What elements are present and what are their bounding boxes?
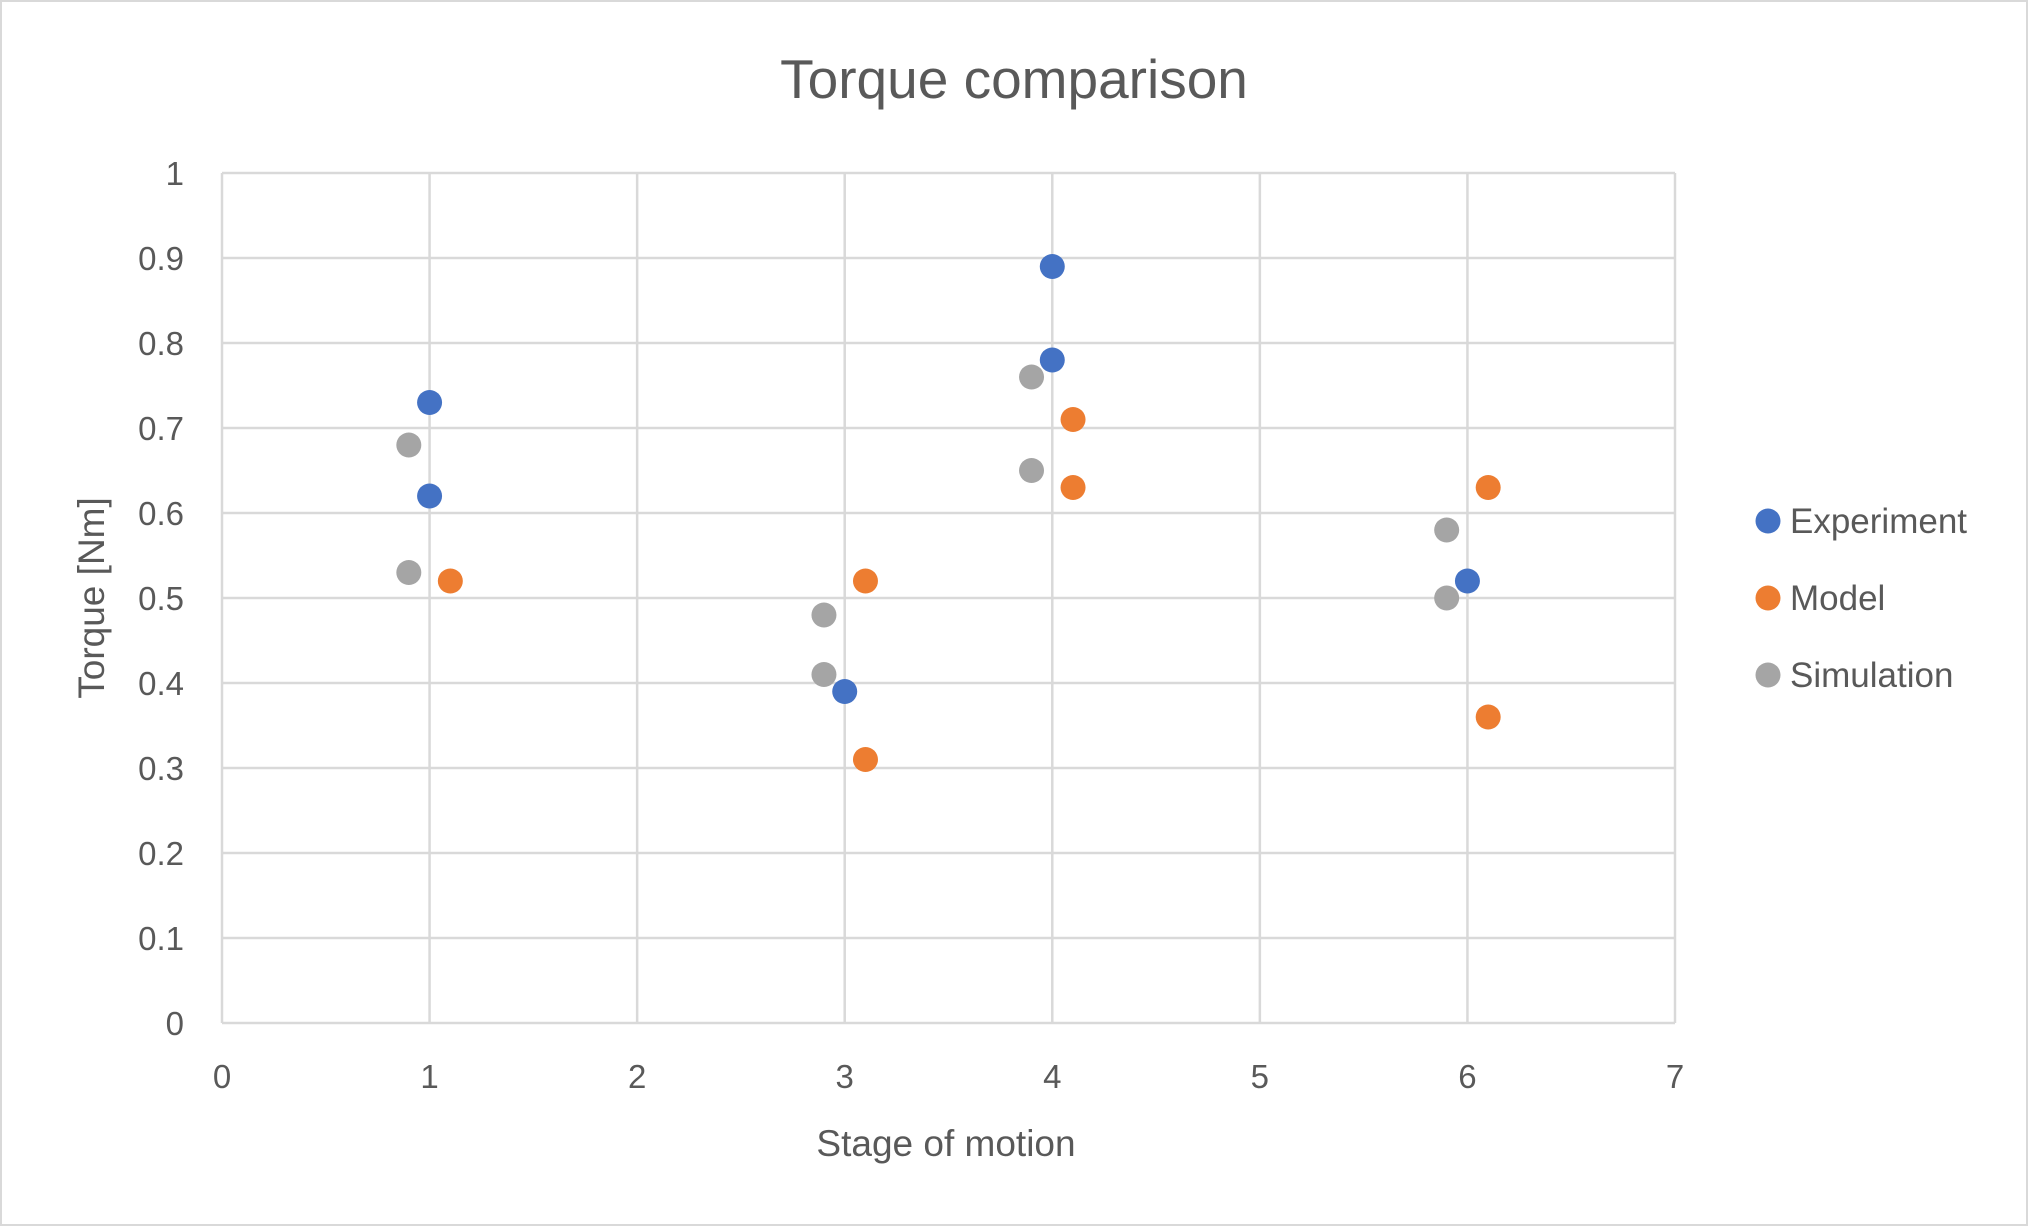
y-tick-label: 0.7	[138, 410, 184, 447]
data-point	[1060, 475, 1086, 500]
data-point	[852, 568, 878, 594]
x-tick-label: 2	[628, 1058, 646, 1095]
data-point	[811, 602, 837, 628]
x-axis-ticks: 0 1 2 3 4 5 6 7	[213, 1058, 1684, 1095]
series-simulation	[396, 364, 1460, 687]
y-tick-label: 0.8	[138, 325, 184, 362]
data-point	[811, 662, 837, 687]
x-axis-title: Stage of motion	[816, 1123, 1075, 1164]
legend-item: Simulation	[1755, 656, 1953, 695]
legend-label: Model	[1790, 579, 1885, 618]
data-point	[852, 747, 878, 772]
data-point	[437, 568, 463, 594]
data-point	[1039, 347, 1065, 373]
legend-marker	[1755, 662, 1781, 688]
x-tick-label: 3	[836, 1058, 854, 1095]
legend-label: Simulation	[1790, 656, 1953, 695]
y-tick-label: 0	[166, 1005, 184, 1042]
y-tick-label: 0.1	[138, 920, 184, 957]
y-tick-label: 0.3	[138, 750, 184, 787]
data-point	[1039, 254, 1065, 279]
data-points	[396, 254, 1501, 772]
data-point	[1019, 458, 1045, 483]
data-point	[1475, 475, 1501, 500]
data-point	[396, 560, 422, 585]
data-point	[1434, 517, 1460, 543]
x-tick-label: 6	[1458, 1058, 1476, 1095]
legend-marker	[1755, 585, 1781, 611]
data-point	[396, 432, 422, 458]
data-point	[1060, 407, 1086, 432]
data-point	[1454, 568, 1480, 594]
y-tick-label: 0.9	[138, 240, 184, 277]
data-point	[1475, 704, 1501, 730]
x-tick-label: 4	[1043, 1058, 1061, 1095]
y-tick-label: 0.2	[138, 835, 184, 872]
y-axis-ticks: 0 0.1 0.2 0.3 0.4 0.5 0.6 0.7 0.8 0.9 1	[138, 155, 184, 1042]
x-tick-label: 0	[213, 1058, 231, 1095]
chart-title: Torque comparison	[780, 48, 1248, 110]
data-point	[832, 679, 858, 704]
data-point	[417, 483, 443, 509]
legend-item: Experiment	[1755, 502, 1967, 541]
gridlines	[220, 171, 1677, 1025]
legend-item: Model	[1755, 579, 1885, 618]
legend-label: Experiment	[1790, 502, 1967, 541]
data-point	[1434, 585, 1460, 611]
x-tick-label: 7	[1666, 1058, 1684, 1095]
y-tick-label: 0.6	[138, 495, 184, 532]
y-tick-label: 0.5	[138, 580, 184, 617]
y-tick-label: 1	[166, 155, 184, 192]
series-experiment	[417, 254, 1480, 704]
x-tick-label: 5	[1251, 1058, 1269, 1095]
y-tick-label: 0.4	[138, 665, 184, 702]
x-tick-label: 1	[420, 1058, 438, 1095]
data-point	[417, 390, 443, 415]
y-axis-title: Torque [Nm]	[71, 497, 112, 699]
legend-marker	[1755, 508, 1781, 534]
data-point	[1019, 364, 1045, 390]
series-model	[437, 407, 1501, 772]
legend: Experiment Model Simulation	[1755, 502, 1967, 695]
